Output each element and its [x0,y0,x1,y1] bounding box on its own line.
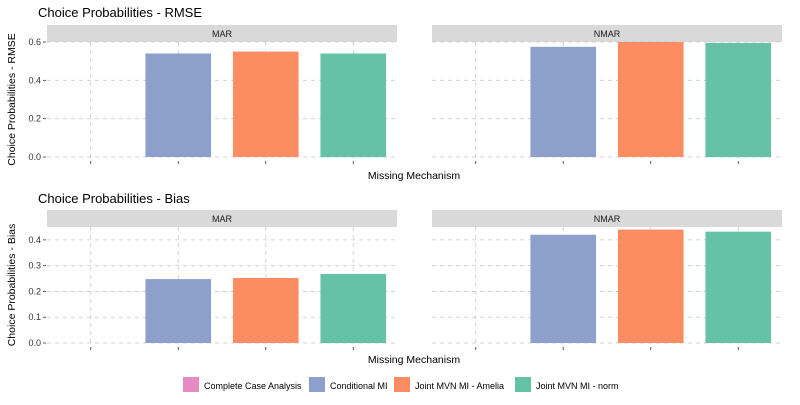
facet-strip-label: MAR [212,214,233,224]
bar-joint-mvn-mi-norm [705,231,772,343]
legend: Complete Case Analysis Conditional MI Join… [183,377,619,392]
y-tick-label: 0.0 [28,152,41,162]
y-tick-label: 0.3 [28,261,41,271]
chart-title: Choice Probabilities - Bias [38,191,190,206]
legend-label: Joint MVN MI - Amelia [415,381,504,391]
y-tick-label: 0.4 [28,75,41,85]
legend-swatch [394,377,410,392]
panel-nmar: NMAR [432,210,782,350]
facet-strip-label: NMAR [594,214,621,224]
legend-item: Complete Case Analysis [183,377,302,392]
bar-conditional-mi [145,279,212,343]
facet-strip [432,210,782,227]
y-tick-label: 0.4 [28,235,41,245]
chart-0: Choice Probabilities - RMSE Choice Probab… [6,5,782,182]
panel-mar: MAR 0.0 0.1 0.2 0.3 0.4 [28,210,397,350]
y-tick-label: 0.1 [28,312,41,322]
bar-conditional-mi [530,46,597,157]
facet-strip-label: NMAR [594,29,621,39]
bar-joint-mvn-mi-amelia [617,229,684,343]
legend-swatch [309,377,325,392]
chart-title: Choice Probabilities - RMSE [38,5,202,20]
legend-label: Joint MVN MI - norm [536,381,619,391]
x-axis-title: Missing Mechanism [368,170,460,182]
bar-joint-mvn-mi-amelia [617,42,684,157]
bar-conditional-mi [530,234,597,343]
panel-nmar: NMAR [432,25,782,164]
legend-swatch [183,377,199,392]
bar-conditional-mi [145,53,212,157]
bar-joint-mvn-mi-norm [705,42,772,158]
legend-swatch [515,377,531,392]
facet-strip [432,25,782,42]
legend-item: Joint MVN MI - Amelia [394,377,504,392]
bar-joint-mvn-mi-amelia [232,278,299,343]
legend-label: Conditional MI [330,381,388,391]
facet-strip [47,210,397,227]
y-tick-label: 0.2 [28,114,41,124]
bar-joint-mvn-mi-norm [320,273,387,343]
facet-strip [47,25,397,42]
legend-label: Complete Case Analysis [204,381,302,391]
legend-item: Joint MVN MI - norm [515,377,619,392]
facet-strip-label: MAR [212,29,233,39]
panel-mar: MAR 0.0 0.2 0.4 0.6 [28,25,397,164]
bar-joint-mvn-mi-amelia [232,51,299,158]
legend-item: Conditional MI [309,377,388,392]
chart-1: Choice Probabilities - Bias Choice Probab… [6,191,782,366]
y-axis-title: Choice Probabilities - Bias [6,224,18,347]
bar-joint-mvn-mi-norm [320,53,387,157]
y-tick-label: 0.6 [28,37,41,47]
y-tick-label: 0.0 [28,338,41,348]
y-tick-label: 0.2 [28,286,41,296]
x-axis-title: Missing Mechanism [368,354,460,366]
y-axis-title: Choice Probabilities - RMSE [6,33,18,165]
